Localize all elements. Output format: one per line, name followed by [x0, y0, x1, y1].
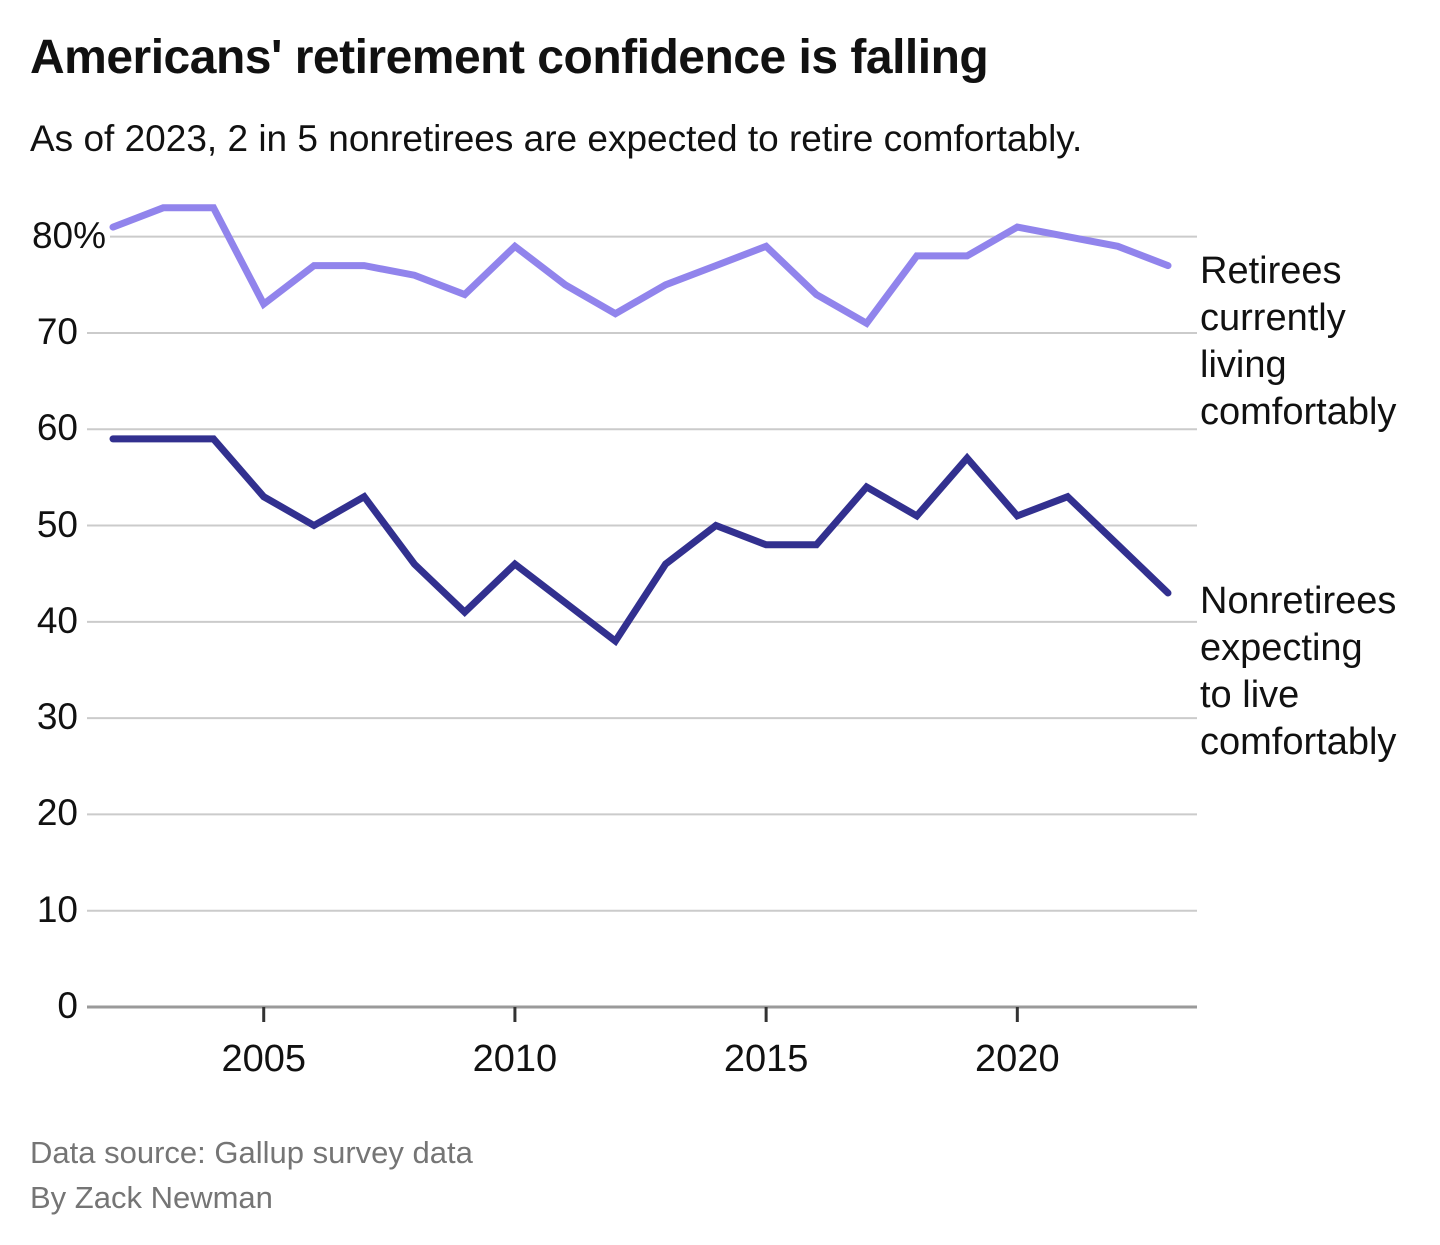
- series-label-nonretirees: Nonretirees expecting to live comfortably: [1200, 578, 1396, 766]
- series-label-line: Retirees: [1200, 250, 1342, 292]
- series-label-line: expecting: [1200, 627, 1363, 669]
- y-tick-label: 70: [36, 310, 78, 352]
- x-tick-label: 2005: [221, 1038, 306, 1080]
- series-label-line: comfortably: [1200, 391, 1397, 433]
- series-line-nonretirees: [109, 435, 1172, 647]
- x-tick-label: 2015: [723, 1038, 809, 1080]
- x-tick-label: 2020: [975, 1038, 1060, 1080]
- series-line-retirees: [109, 204, 1172, 328]
- gridlines: [87, 235, 1197, 1009]
- series-label-line: to live: [1200, 674, 1300, 716]
- x-tick-label: 2010: [472, 1038, 558, 1080]
- chart-footer: Data source: Gallup survey data By Zack …: [30, 1130, 473, 1220]
- series-label-line: currently: [1200, 297, 1346, 339]
- x-axis: [262, 1007, 1019, 1022]
- y-tick-label: 0: [57, 985, 78, 1026]
- y-tick-label: 30: [36, 696, 78, 738]
- series-label-retirees: Retirees currently living comfortably: [1200, 248, 1396, 436]
- chart-subtitle: As of 2023, 2 in 5 nonretirees are expec…: [30, 118, 1083, 159]
- series-lines: [109, 204, 1172, 647]
- y-tick-label: 80%: [31, 214, 106, 256]
- y-tick-label: 60: [36, 407, 78, 449]
- data-source: Data source: Gallup survey data: [30, 1135, 473, 1170]
- y-tick-label: 20: [36, 792, 78, 834]
- y-tick-label: 40: [36, 599, 78, 641]
- y-tick-label: 10: [36, 888, 78, 930]
- series-label-line: comfortably: [1200, 721, 1397, 763]
- y-tick-label: 50: [36, 503, 78, 545]
- series-label-line: living: [1200, 344, 1287, 386]
- chart-title: Americans' retirement confidence is fall…: [30, 31, 989, 84]
- series-label-line: Nonretirees: [1200, 580, 1397, 622]
- byline: By Zack Newman: [30, 1180, 273, 1215]
